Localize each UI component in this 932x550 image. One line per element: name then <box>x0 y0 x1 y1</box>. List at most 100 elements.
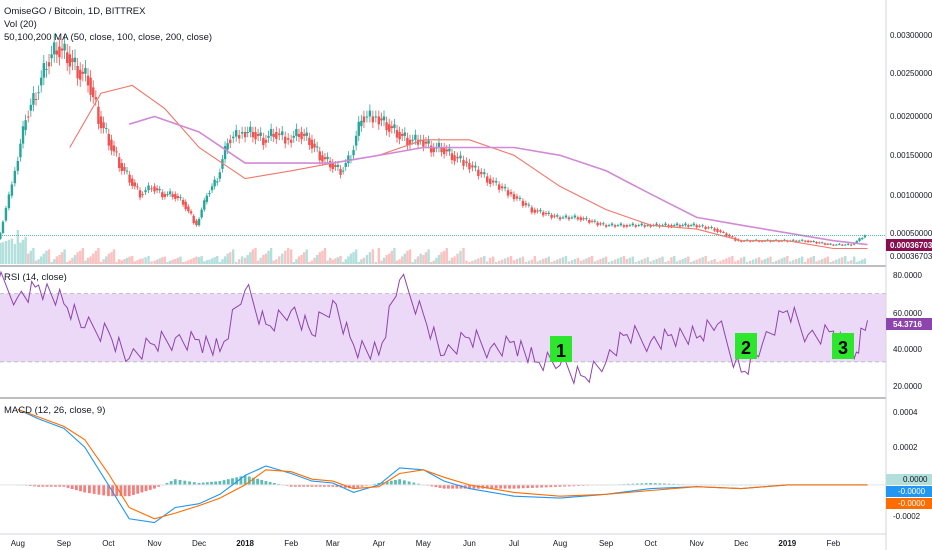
volume-bar <box>107 253 111 264</box>
candle-body <box>616 225 620 227</box>
volume-bar <box>661 256 664 264</box>
volume-bar <box>208 259 211 264</box>
candle-body <box>213 179 216 187</box>
candle-body <box>613 225 617 227</box>
candle-body <box>371 116 375 123</box>
volume-bar <box>264 253 268 264</box>
macd-histogram-bar <box>558 484 562 487</box>
macd-axis[interactable]: 0.0004 0.0002 -0.0002 <box>893 408 921 521</box>
candle-body <box>465 161 468 164</box>
macd-legend[interactable]: MACD (12, 26, close, 9) <box>4 405 106 416</box>
volume-bar <box>92 253 95 264</box>
volume-bar <box>382 257 386 264</box>
candle-body <box>628 225 632 227</box>
macd-histogram-bar <box>111 484 115 497</box>
candle-body <box>509 192 513 195</box>
candle-body <box>631 223 635 226</box>
macd-histogram-bar <box>658 483 662 485</box>
macd-histogram-bar <box>132 484 135 495</box>
volume-bar <box>710 260 713 264</box>
macd-histogram-bar <box>239 476 243 485</box>
macd-histogram-bar <box>123 484 127 497</box>
volume-bar <box>158 258 161 264</box>
candle-body <box>675 223 679 226</box>
macd-histogram <box>16 475 865 497</box>
volume-bar <box>213 257 216 264</box>
candle-body <box>704 226 707 229</box>
volume-bar <box>203 261 206 264</box>
volume-bar <box>652 260 655 264</box>
candle-body <box>315 146 319 148</box>
macd-histogram-bar <box>178 479 182 485</box>
candle-body <box>226 143 229 150</box>
candle-body <box>536 210 539 212</box>
macd-histogram-bar <box>540 484 544 488</box>
ma200-line <box>128 115 868 246</box>
candle-body <box>806 240 810 243</box>
candle-body <box>331 163 334 170</box>
candle-body <box>128 174 131 183</box>
volume-bar <box>256 260 260 264</box>
volume-bar <box>847 261 850 264</box>
candle-body <box>237 135 241 139</box>
macd-histogram-bar <box>58 484 62 487</box>
macd-histogram-bar <box>459 484 463 489</box>
candle-body <box>710 226 713 228</box>
rsi-tick: 60.0000 <box>893 309 922 318</box>
volume-bar <box>357 262 360 264</box>
volume-bar <box>593 261 597 264</box>
volume-bar <box>97 248 100 264</box>
volume-bar <box>289 249 293 264</box>
signal-value-label: -0.0000 <box>898 499 926 508</box>
candle-body <box>29 104 33 111</box>
volume-bar <box>328 257 332 264</box>
rsi-legend[interactable]: RSI (14, close) <box>4 272 67 283</box>
candle-body <box>32 93 35 105</box>
candle-body <box>716 229 719 232</box>
candle-body <box>102 122 105 129</box>
candle-body <box>76 66 79 79</box>
volume-bar <box>278 256 281 264</box>
macd-line <box>17 408 868 524</box>
candle-body <box>448 148 451 152</box>
volume-bar <box>232 249 235 264</box>
rsi-axis[interactable]: 80.0000 60.0000 40.0000 20.0000 <box>893 271 922 391</box>
candle-body <box>506 190 510 196</box>
candle-body <box>480 171 483 175</box>
candle-body <box>123 166 126 171</box>
candle-body <box>339 168 342 175</box>
macd-histogram-bar <box>485 484 489 489</box>
volume-bar <box>841 257 844 264</box>
macd-histogram-bar <box>165 482 169 485</box>
time-tick: Oct <box>102 539 115 548</box>
macd-histogram-bar <box>640 483 644 485</box>
candle-body <box>815 242 818 244</box>
ma-legend[interactable]: 50,100,200 MA (50, close, 100, close, 20… <box>4 32 213 43</box>
price-candles <box>0 33 867 247</box>
candle-body <box>634 225 638 227</box>
volume-bar <box>368 252 372 264</box>
volume-legend[interactable]: Vol (20) <box>4 19 37 30</box>
macd-histogram-bar <box>157 484 161 487</box>
volume-bar <box>576 257 580 264</box>
volume-bar <box>477 258 480 264</box>
candle-body <box>328 161 332 168</box>
candle-body <box>181 199 185 205</box>
volume-bar <box>195 256 198 264</box>
volume-bar <box>838 258 841 264</box>
candle-body <box>50 54 53 59</box>
macd-histogram-bar <box>451 484 454 489</box>
volume-bar <box>53 259 56 264</box>
candle-body <box>112 145 116 152</box>
volume-bar <box>678 260 682 264</box>
time-tick: Dec <box>192 539 206 548</box>
candle-body <box>55 50 59 55</box>
candle-body <box>141 194 144 196</box>
macd-histogram-bar <box>115 484 119 497</box>
candle-body <box>602 223 605 225</box>
time-axis[interactable]: Aug Sep Oct Nov Dec 2018 Feb Mar Apr May Jun Jul Aug… <box>11 539 841 548</box>
candle-body <box>68 54 72 67</box>
price-axis[interactable]: 0.00300000 0.00250000 0.00200000 0.00150… <box>890 31 932 261</box>
volume-bar <box>670 257 673 264</box>
